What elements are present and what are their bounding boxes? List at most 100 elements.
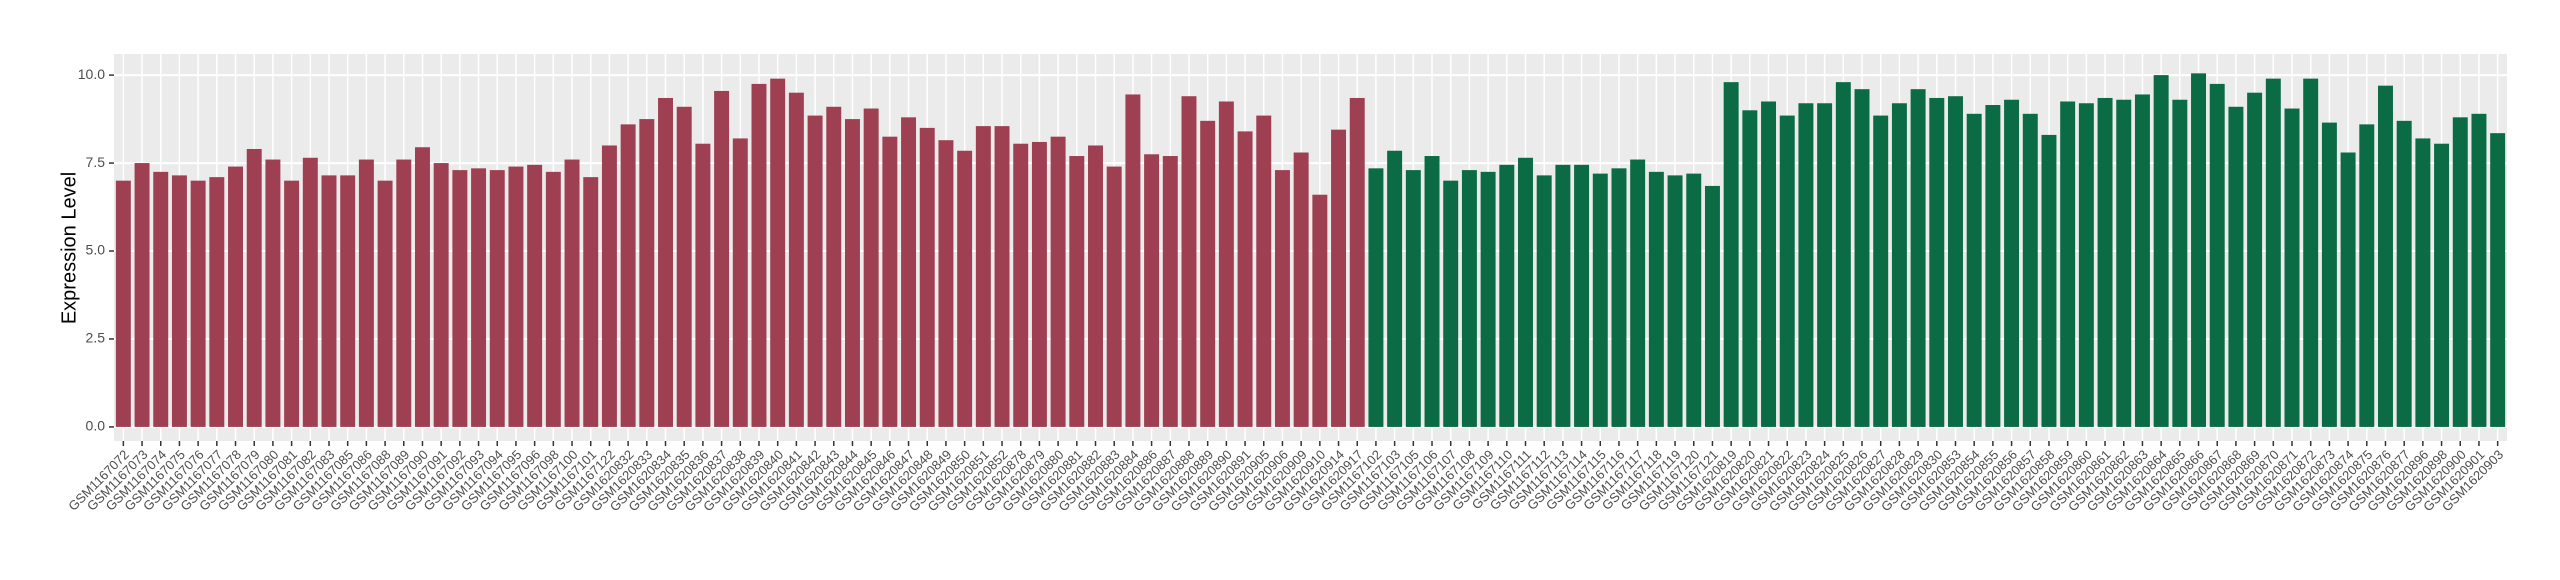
bar (1461, 170, 1477, 427)
bar (2471, 113, 2487, 427)
bar (788, 92, 804, 427)
bar (1817, 103, 1833, 427)
bar (452, 170, 468, 427)
bar (1162, 156, 1178, 427)
bar (2396, 120, 2412, 427)
bar (1331, 129, 1347, 427)
bar (527, 164, 543, 427)
bar (695, 143, 711, 427)
bar (358, 159, 374, 427)
bar (2209, 83, 2225, 427)
bar (1387, 150, 1403, 427)
bar (1368, 168, 1384, 427)
bar (1648, 171, 1664, 427)
bar (489, 170, 505, 427)
bar (1891, 103, 1907, 427)
bar (807, 115, 823, 427)
bar (1218, 101, 1234, 427)
bar (1349, 97, 1365, 427)
bar (938, 140, 954, 427)
bar (919, 127, 935, 427)
bar (2359, 124, 2375, 427)
bar (1555, 164, 1571, 427)
bar (1312, 194, 1328, 427)
bar (2097, 97, 2113, 427)
bar (1592, 173, 1608, 427)
bar (1779, 115, 1795, 427)
bar (377, 180, 393, 427)
bar (134, 163, 150, 427)
bar (246, 148, 262, 427)
bar (302, 157, 318, 427)
bar (1929, 97, 1945, 427)
bar (284, 180, 300, 427)
bar (676, 106, 692, 427)
bar (1256, 115, 1272, 427)
bar (1237, 131, 1253, 427)
bar (1200, 120, 1216, 427)
bar (2134, 94, 2150, 427)
bar (209, 177, 225, 427)
bar (1125, 94, 1141, 427)
bar (882, 136, 898, 427)
bar (471, 168, 487, 427)
y-tick-label: 0.0 (86, 418, 106, 434)
bar (863, 108, 879, 427)
bar (639, 119, 655, 427)
bar (2452, 117, 2468, 427)
bar (620, 124, 636, 427)
bar (2228, 106, 2244, 427)
bar (957, 150, 973, 427)
bar (714, 90, 730, 427)
bar (1630, 159, 1646, 427)
bar (601, 145, 617, 427)
bar (2378, 85, 2393, 427)
y-tick-label: 10.0 (78, 66, 105, 82)
bar (1611, 168, 1627, 427)
bar (2172, 99, 2188, 427)
y-tick-label: 7.5 (86, 154, 106, 170)
bar (564, 159, 580, 427)
bar (433, 163, 449, 427)
bar (1106, 166, 1122, 427)
bar (2153, 75, 2169, 427)
bar (1424, 156, 1440, 427)
bar (1985, 105, 2001, 427)
bar (1910, 89, 1926, 427)
bar (2490, 133, 2506, 427)
bar (265, 159, 281, 427)
bar (751, 83, 767, 427)
bar (414, 147, 430, 427)
bar (508, 166, 524, 427)
bar (975, 126, 991, 427)
bar (228, 166, 243, 427)
bar (1761, 101, 1777, 427)
bar (1088, 145, 1103, 427)
bar (1293, 152, 1309, 427)
bar (321, 175, 337, 427)
bar (1069, 156, 1085, 427)
bar (1518, 157, 1533, 427)
bar (2116, 99, 2132, 427)
bar (1948, 96, 1963, 427)
bar (2265, 78, 2281, 427)
bar (1854, 89, 1870, 427)
bar (171, 175, 187, 427)
bar (1742, 110, 1758, 427)
bar (1480, 171, 1496, 427)
bar (826, 106, 842, 427)
bar (396, 159, 412, 427)
bar (545, 171, 561, 427)
bar (2060, 101, 2076, 427)
y-tick-label: 5.0 (86, 242, 106, 258)
bar (1686, 173, 1702, 427)
bar (2004, 99, 2020, 427)
bar (1499, 164, 1515, 427)
bar (2191, 73, 2207, 427)
bar (1405, 170, 1421, 427)
bar (2284, 108, 2300, 427)
bar (1966, 113, 1982, 427)
bar (1013, 143, 1029, 427)
